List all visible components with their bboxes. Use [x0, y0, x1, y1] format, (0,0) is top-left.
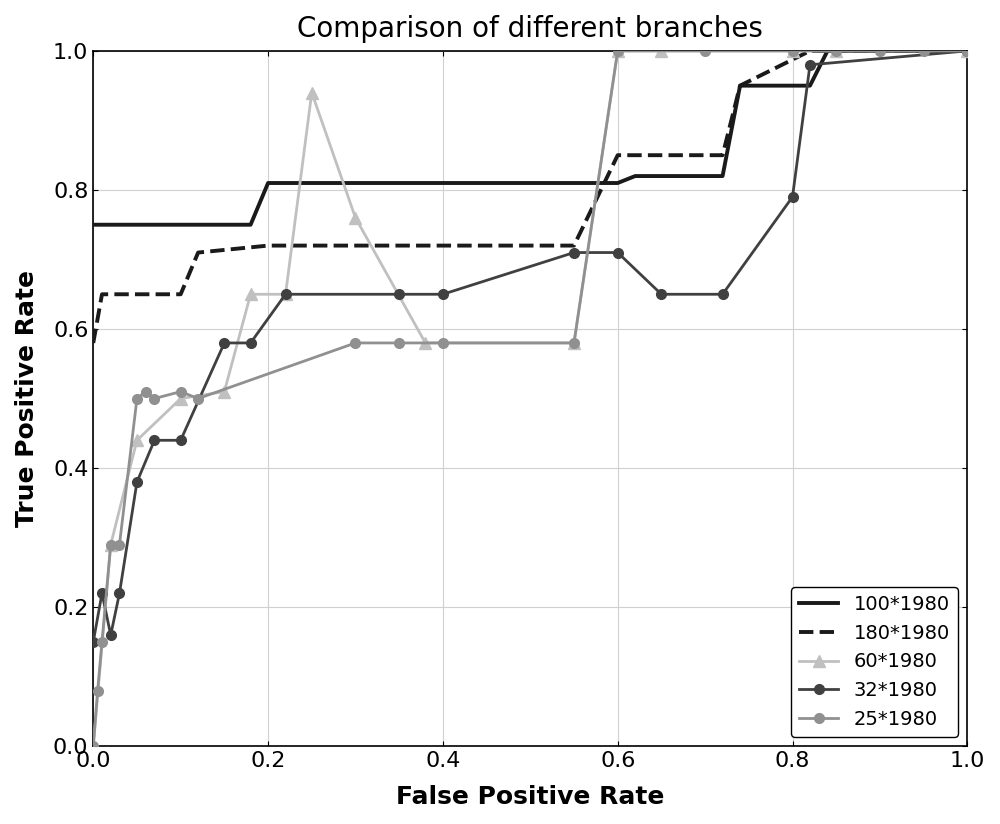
60*1980: [612, 46, 624, 56]
60*1980: [655, 46, 667, 56]
180*1980: [804, 46, 816, 56]
25*1980: [96, 637, 108, 647]
60*1980: [568, 338, 580, 348]
25*1980: [786, 46, 798, 56]
32*1980: [804, 60, 816, 70]
100*1980: [629, 171, 641, 181]
25*1980: [175, 386, 187, 396]
25*1980: [349, 338, 361, 348]
100*1980: [612, 178, 624, 188]
32*1980: [148, 435, 160, 445]
25*1980: [961, 46, 973, 56]
100*1980: [87, 220, 99, 230]
25*1980: [92, 686, 104, 695]
Line: 100*1980: 100*1980: [93, 51, 967, 225]
25*1980: [437, 338, 449, 348]
180*1980: [96, 289, 108, 299]
60*1980: [218, 386, 230, 396]
180*1980: [262, 241, 274, 250]
60*1980: [306, 87, 318, 97]
60*1980: [419, 338, 431, 348]
32*1980: [131, 477, 143, 487]
32*1980: [175, 435, 187, 445]
180*1980: [402, 241, 414, 250]
25*1980: [699, 46, 711, 56]
Line: 25*1980: 25*1980: [88, 46, 972, 751]
25*1980: [148, 394, 160, 404]
25*1980: [393, 338, 405, 348]
25*1980: [192, 394, 204, 404]
180*1980: [717, 150, 729, 160]
100*1980: [717, 171, 729, 181]
60*1980: [105, 540, 117, 550]
180*1980: [612, 150, 624, 160]
32*1980: [96, 588, 108, 598]
Legend: 100*1980, 180*1980, 60*1980, 32*1980, 25*1980: 100*1980, 180*1980, 60*1980, 32*1980, 25…: [791, 587, 958, 737]
180*1980: [192, 247, 204, 257]
25*1980: [830, 46, 842, 56]
25*1980: [874, 46, 886, 56]
60*1980: [961, 46, 973, 56]
32*1980: [961, 46, 973, 56]
100*1980: [734, 81, 746, 91]
100*1980: [804, 81, 816, 91]
X-axis label: False Positive Rate: False Positive Rate: [396, 785, 664, 809]
25*1980: [140, 386, 152, 396]
60*1980: [245, 289, 257, 299]
100*1980: [419, 178, 431, 188]
100*1980: [96, 220, 108, 230]
25*1980: [113, 540, 125, 550]
32*1980: [786, 192, 798, 202]
32*1980: [113, 588, 125, 598]
100*1980: [821, 46, 833, 56]
32*1980: [245, 338, 257, 348]
60*1980: [830, 46, 842, 56]
Title: Comparison of different branches: Comparison of different branches: [297, 15, 763, 43]
180*1980: [568, 241, 580, 250]
25*1980: [918, 46, 930, 56]
32*1980: [655, 289, 667, 299]
60*1980: [131, 435, 143, 445]
180*1980: [961, 46, 973, 56]
32*1980: [612, 247, 624, 257]
Line: 60*1980: 60*1980: [87, 44, 974, 752]
100*1980: [92, 220, 104, 230]
25*1980: [87, 742, 99, 751]
32*1980: [437, 289, 449, 299]
60*1980: [349, 213, 361, 222]
25*1980: [568, 338, 580, 348]
Line: 32*1980: 32*1980: [88, 46, 972, 647]
180*1980: [87, 338, 99, 348]
100*1980: [245, 220, 257, 230]
60*1980: [786, 46, 798, 56]
32*1980: [568, 247, 580, 257]
32*1980: [105, 630, 117, 640]
32*1980: [218, 338, 230, 348]
25*1980: [105, 540, 117, 550]
100*1980: [961, 46, 973, 56]
Line: 180*1980: 180*1980: [93, 51, 967, 343]
32*1980: [393, 289, 405, 299]
25*1980: [612, 46, 624, 56]
60*1980: [87, 742, 99, 751]
32*1980: [87, 637, 99, 647]
60*1980: [280, 289, 292, 299]
180*1980: [734, 81, 746, 91]
180*1980: [175, 289, 187, 299]
32*1980: [717, 289, 729, 299]
100*1980: [262, 178, 274, 188]
60*1980: [175, 394, 187, 404]
32*1980: [280, 289, 292, 299]
25*1980: [131, 394, 143, 404]
Y-axis label: True Positive Rate: True Positive Rate: [15, 270, 39, 527]
